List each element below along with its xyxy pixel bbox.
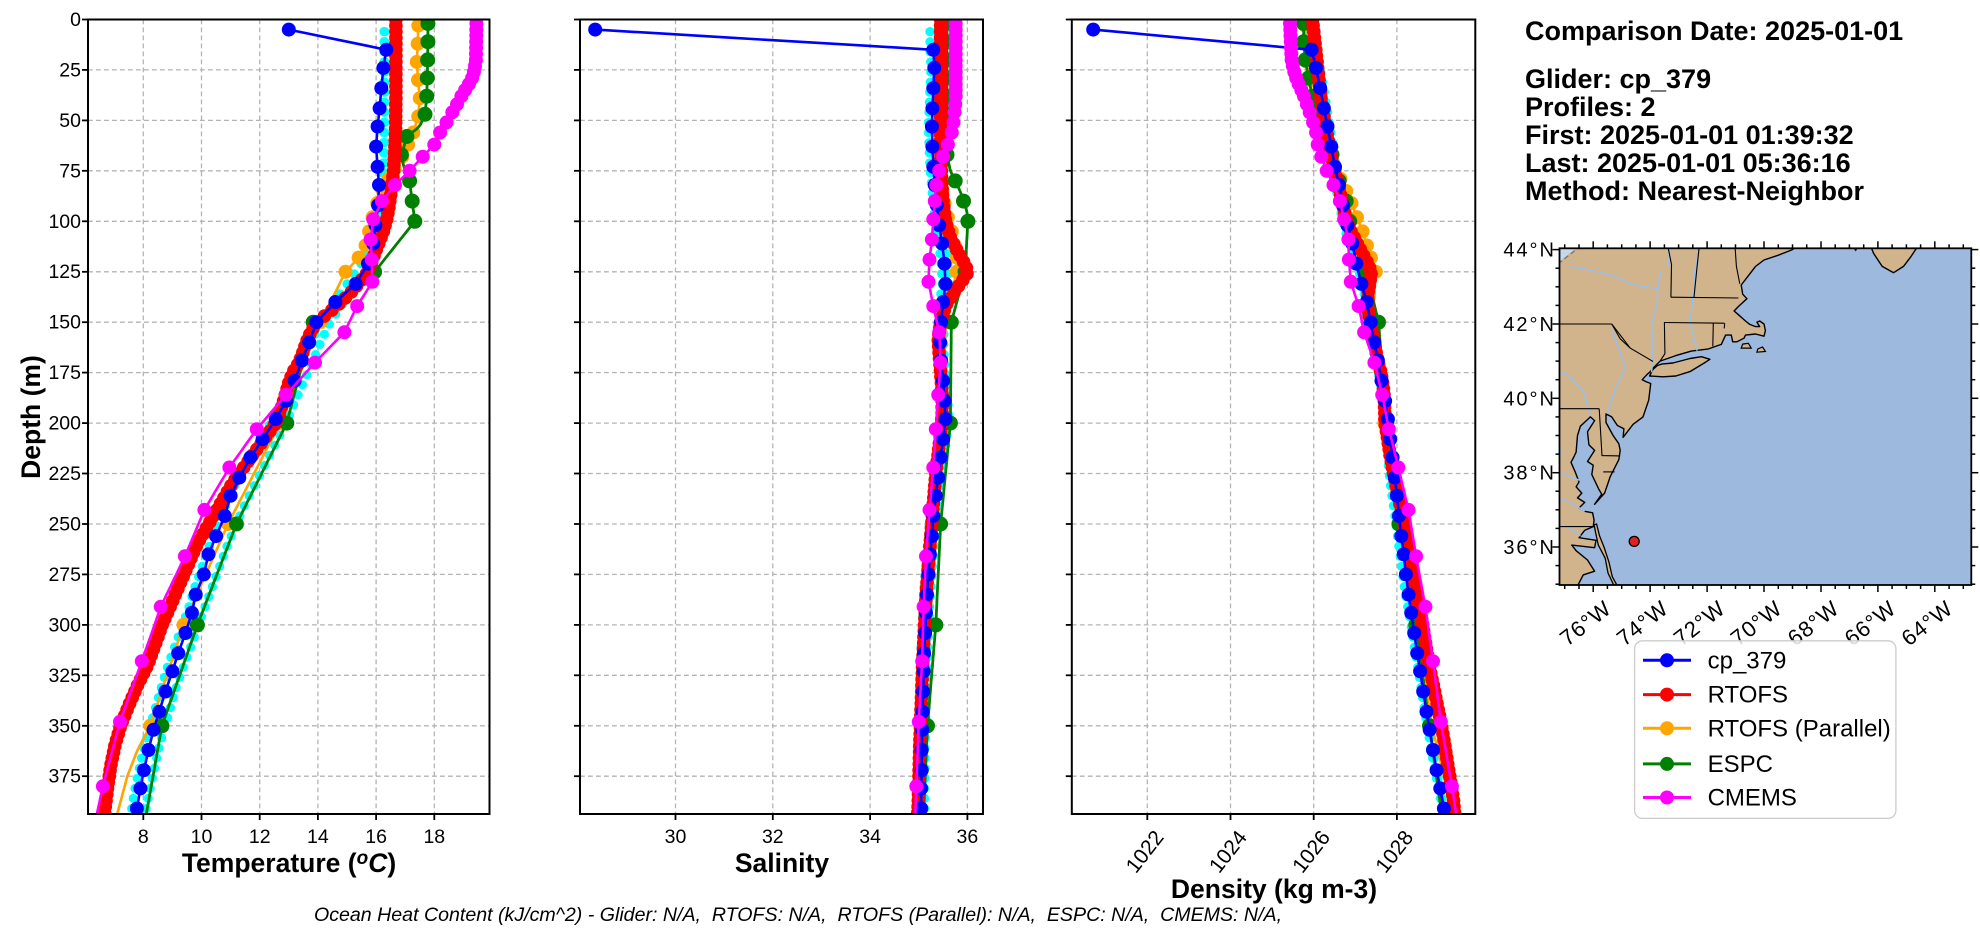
svg-text:Ocean Heat Content (kJ/cm^2) -: Ocean Heat Content (kJ/cm^2) - Glider: N… bbox=[314, 904, 1282, 926]
svg-text:100: 100 bbox=[48, 211, 81, 233]
svg-text:RTOFS (Parallel): RTOFS (Parallel) bbox=[1708, 715, 1891, 742]
svg-text:Last: 2025-01-01 05:36:16: Last: 2025-01-01 05:36:16 bbox=[1525, 148, 1851, 178]
svg-text:Method: Nearest-Neighbor: Method: Nearest-Neighbor bbox=[1525, 176, 1865, 206]
svg-text:350: 350 bbox=[48, 715, 81, 737]
svg-text:RTOFS: RTOFS bbox=[1708, 682, 1788, 709]
svg-text:44°N: 44°N bbox=[1503, 240, 1556, 262]
svg-text:18: 18 bbox=[423, 826, 445, 848]
svg-text:First: 2025-01-01 01:39:32: First: 2025-01-01 01:39:32 bbox=[1525, 120, 1854, 150]
svg-text:275: 275 bbox=[48, 564, 81, 586]
svg-text:300: 300 bbox=[48, 614, 81, 636]
svg-text:150: 150 bbox=[48, 312, 81, 334]
svg-text:50: 50 bbox=[59, 110, 81, 132]
svg-text:38°N: 38°N bbox=[1503, 463, 1556, 485]
svg-text:34: 34 bbox=[859, 826, 881, 848]
svg-text:Glider: cp_379: Glider: cp_379 bbox=[1525, 64, 1711, 94]
svg-text:16: 16 bbox=[365, 826, 387, 848]
svg-text:25: 25 bbox=[59, 59, 81, 81]
svg-text:175: 175 bbox=[48, 362, 81, 384]
svg-text:375: 375 bbox=[48, 766, 81, 788]
svg-text:250: 250 bbox=[48, 514, 81, 536]
svg-text:cp_379: cp_379 bbox=[1708, 647, 1787, 674]
svg-text:0: 0 bbox=[70, 9, 81, 31]
svg-text:125: 125 bbox=[48, 261, 81, 283]
svg-text:12: 12 bbox=[249, 826, 271, 848]
svg-text:Comparison Date: 2025-01-01: Comparison Date: 2025-01-01 bbox=[1525, 16, 1903, 46]
svg-text:225: 225 bbox=[48, 463, 81, 485]
svg-text:325: 325 bbox=[48, 665, 81, 687]
svg-text:14: 14 bbox=[307, 826, 329, 848]
svg-text:42°N: 42°N bbox=[1503, 314, 1556, 336]
svg-text:32: 32 bbox=[762, 826, 784, 848]
svg-text:30: 30 bbox=[665, 826, 687, 848]
svg-text:ESPC: ESPC bbox=[1708, 751, 1773, 778]
svg-text:75: 75 bbox=[59, 160, 81, 182]
svg-text:36°N: 36°N bbox=[1503, 537, 1556, 559]
svg-text:8: 8 bbox=[138, 826, 149, 848]
svg-text:36: 36 bbox=[957, 826, 979, 848]
svg-text:Temperature (oC): Temperature (oC) bbox=[182, 848, 396, 878]
svg-text:Depth (m): Depth (m) bbox=[16, 355, 46, 479]
svg-text:10: 10 bbox=[191, 826, 213, 848]
svg-text:40°N: 40°N bbox=[1503, 388, 1556, 410]
svg-text:Density (kg m-3): Density (kg m-3) bbox=[1171, 874, 1377, 904]
svg-text:200: 200 bbox=[48, 413, 81, 435]
svg-text:Profiles: 2: Profiles: 2 bbox=[1525, 92, 1656, 122]
svg-text:Salinity: Salinity bbox=[735, 848, 830, 878]
svg-text:CMEMS: CMEMS bbox=[1708, 785, 1797, 812]
